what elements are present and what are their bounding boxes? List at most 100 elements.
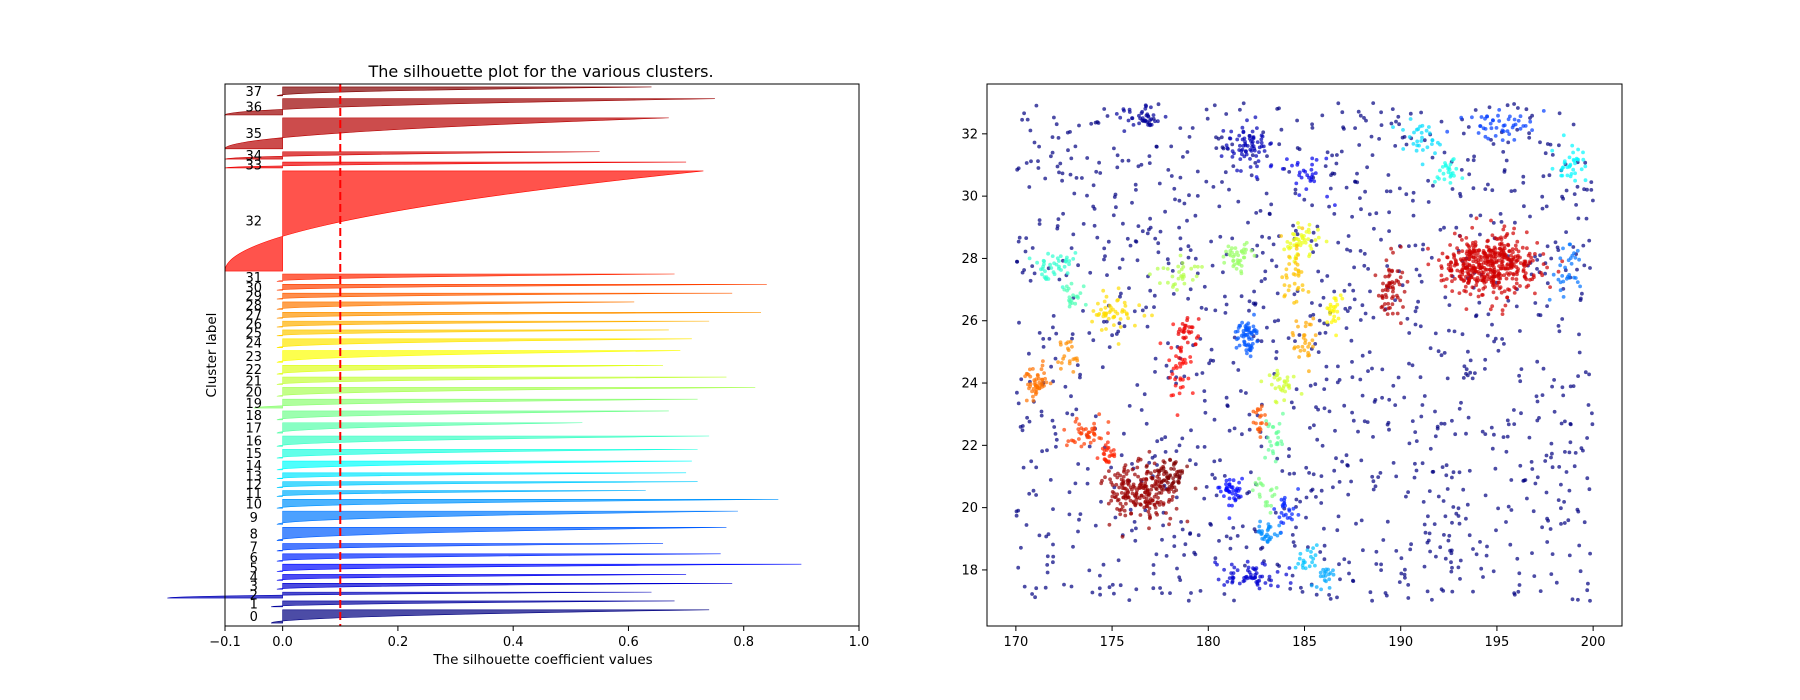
scatter-point-cluster-0 <box>1036 159 1040 164</box>
scatter-point-cluster-0 <box>1351 288 1356 293</box>
scatter-point-cluster-35 <box>1523 276 1528 280</box>
scatter-point-cluster-0 <box>1148 288 1153 293</box>
scatter-point-cluster-31 <box>1088 440 1093 445</box>
cluster-label-12: 12 <box>246 478 263 493</box>
cluster-label-15: 15 <box>246 447 263 462</box>
scatter-point-cluster-0 <box>1164 554 1169 558</box>
scatter-point-cluster-0 <box>1490 322 1494 327</box>
scatter-point-cluster-0 <box>1316 269 1321 274</box>
scatter-point-cluster-0 <box>1426 538 1431 543</box>
scatter-point-cluster-37 <box>1108 477 1112 482</box>
scatter-point-cluster-36 <box>1386 301 1391 306</box>
scatter-point-cluster-0 <box>1589 180 1594 185</box>
scatter-point-cluster-7 <box>1494 126 1499 130</box>
scatter-point-cluster-25 <box>1116 286 1121 291</box>
scatter-point-cluster-38 <box>1172 461 1176 465</box>
scatter-point-cluster-33 <box>1173 383 1178 388</box>
scatter-point-cluster-0 <box>1368 289 1372 294</box>
scatter-point-cluster-0 <box>1073 144 1078 149</box>
scatter-point-cluster-0 <box>1449 569 1454 574</box>
scatter-point-cluster-0 <box>1140 229 1145 234</box>
scatter-point-cluster-0 <box>1133 538 1138 543</box>
scatter-point-cluster-35 <box>1486 238 1490 243</box>
scatter-point-cluster-7 <box>1497 119 1502 123</box>
scatter-point-cluster-22 <box>1285 375 1290 380</box>
scatter-point-cluster-5 <box>1238 494 1243 499</box>
scatter-point-cluster-27 <box>1307 369 1311 374</box>
scatter-point-cluster-0 <box>1465 502 1470 507</box>
scatter-point-cluster-0 <box>1588 598 1592 603</box>
scatter-point-cluster-4 <box>1294 181 1299 186</box>
scatter-point-cluster-0 <box>1505 418 1510 423</box>
scatter-point-cluster-0 <box>1046 532 1051 537</box>
scatter-point-cluster-35 <box>1460 249 1465 254</box>
scatter-point-cluster-2 <box>1259 137 1264 142</box>
scatter-point-cluster-27 <box>1307 353 1312 358</box>
scatter-point-cluster-35 <box>1489 280 1494 285</box>
scatter-point-cluster-0 <box>1177 443 1182 448</box>
scatter-point-cluster-0 <box>1444 473 1449 478</box>
scatter-point-cluster-7 <box>1476 131 1481 135</box>
scatter-point-cluster-0 <box>1169 174 1174 178</box>
scatter-point-cluster-3 <box>1216 577 1221 582</box>
scatter-point-cluster-0 <box>1577 543 1582 548</box>
scatter-point-cluster-0 <box>1358 113 1363 118</box>
scatter-point-cluster-0 <box>1469 213 1473 218</box>
scatter-point-cluster-0 <box>1439 421 1444 426</box>
scatter-point-cluster-3 <box>1276 584 1280 589</box>
scatter-point-cluster-0 <box>1030 246 1035 250</box>
scatter-point-cluster-17 <box>1071 293 1075 298</box>
scatter-point-cluster-35 <box>1523 259 1528 264</box>
scatter-point-cluster-37 <box>1119 491 1124 495</box>
scatter-point-cluster-0 <box>1151 586 1156 591</box>
scatter-point-cluster-0 <box>1540 525 1544 530</box>
scatter-point-cluster-18 <box>1281 411 1285 416</box>
scatter-point-cluster-0 <box>1443 514 1448 519</box>
scatter-point-cluster-35 <box>1515 272 1519 277</box>
scatter-point-cluster-8 <box>1242 339 1246 344</box>
scatter-point-cluster-35 <box>1458 234 1463 239</box>
scatter-point-cluster-0 <box>1385 519 1390 524</box>
scatter-point-cluster-37 <box>1126 482 1131 487</box>
scatter-point-cluster-16 <box>1058 254 1063 258</box>
scatter-point-cluster-35 <box>1463 284 1468 289</box>
scatter-point-cluster-3 <box>1254 580 1259 584</box>
scatter-point-cluster-16 <box>1065 271 1070 276</box>
scatter-point-cluster-0 <box>1418 324 1423 329</box>
scatter-point-cluster-25 <box>1137 303 1142 308</box>
scatter-point-cluster-0 <box>1247 299 1252 304</box>
scatter-point-cluster-0 <box>1411 213 1416 218</box>
scatter-point-cluster-15 <box>1454 166 1459 171</box>
scatter-point-cluster-0 <box>1576 374 1580 378</box>
scatter-point-cluster-0 <box>1490 446 1495 451</box>
scatter-point-cluster-0 <box>1260 250 1265 255</box>
scatter-point-cluster-14 <box>1562 161 1567 165</box>
scatter-point-cluster-37 <box>1154 492 1159 497</box>
scatter-point-cluster-24 <box>1328 302 1333 307</box>
scatter-point-cluster-0 <box>1332 171 1337 176</box>
scatter-y-tick-label: 24 <box>961 377 978 392</box>
scatter-point-cluster-18 <box>1266 435 1270 440</box>
scatter-point-cluster-33 <box>1174 366 1179 370</box>
scatter-point-cluster-23 <box>1282 247 1287 252</box>
scatter-point-cluster-3 <box>1249 572 1253 577</box>
scatter-point-cluster-0 <box>1194 372 1199 377</box>
scatter-point-cluster-8 <box>1248 354 1253 359</box>
scatter-point-cluster-24 <box>1338 293 1343 298</box>
scatter-point-cluster-0 <box>1445 376 1450 381</box>
scatter-point-cluster-35 <box>1449 260 1453 265</box>
scatter-point-cluster-0 <box>1027 419 1032 424</box>
scatter-point-cluster-29 <box>1028 384 1032 389</box>
scatter-point-cluster-0 <box>1404 494 1408 499</box>
scatter-point-cluster-0 <box>1449 560 1453 565</box>
scatter-point-cluster-0 <box>1267 212 1272 217</box>
scatter-point-cluster-0 <box>1486 312 1491 317</box>
scatter-point-cluster-0 <box>1521 174 1526 179</box>
scatter-point-cluster-0 <box>1387 229 1391 234</box>
scatter-point-cluster-0 <box>1371 435 1375 439</box>
scatter-point-cluster-16 <box>1051 270 1056 274</box>
scatter-point-cluster-17 <box>1083 302 1088 307</box>
scatter-x-tick-label: 185 <box>1292 635 1317 650</box>
scatter-point-cluster-0 <box>1494 528 1498 533</box>
scatter-point-cluster-0 <box>1032 271 1037 276</box>
